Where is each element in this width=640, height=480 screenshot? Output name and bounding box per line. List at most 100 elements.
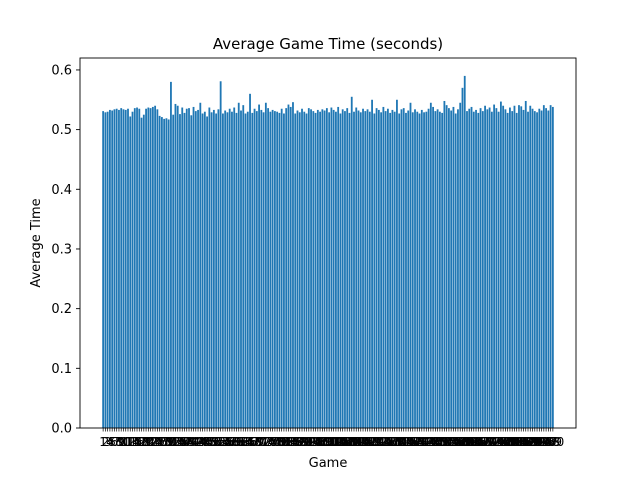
bar bbox=[364, 111, 367, 429]
x-tick-label: 61 bbox=[231, 435, 246, 449]
bar bbox=[249, 93, 251, 428]
bar bbox=[129, 116, 132, 428]
x-tick-label: 65 bbox=[240, 435, 255, 449]
bar bbox=[237, 102, 240, 428]
y-tick-label: 0.0 bbox=[51, 422, 72, 437]
x-tick-label: 59 bbox=[227, 435, 242, 449]
x-tick-label: 52 bbox=[211, 435, 226, 449]
x-tick-label: 166 bbox=[465, 435, 488, 449]
y-tick-label: 0.2 bbox=[51, 302, 72, 317]
bar bbox=[301, 108, 303, 428]
bar bbox=[477, 112, 480, 429]
x-tick-label: 32 bbox=[166, 435, 181, 449]
x-tick-label: 91 bbox=[299, 435, 314, 449]
y-tick-label: 0.5 bbox=[51, 123, 72, 138]
x-tick-label: 197 bbox=[535, 435, 558, 449]
bar bbox=[427, 108, 430, 428]
x-tick-label: 180 bbox=[496, 435, 519, 449]
x-tick-label: 88 bbox=[292, 435, 307, 449]
x-tick-label: 46 bbox=[197, 435, 212, 449]
bar bbox=[283, 113, 285, 428]
bar bbox=[434, 111, 437, 429]
x-tick-label: 145 bbox=[417, 435, 440, 449]
x-tick-label: 156 bbox=[442, 435, 465, 449]
x-tick-label: 55 bbox=[218, 435, 233, 449]
x-tick-label: 18 bbox=[134, 435, 149, 449]
x-tick-label: 85 bbox=[285, 435, 300, 449]
x-tick-label: 94 bbox=[306, 435, 321, 449]
x-tick-label: 6 bbox=[111, 435, 119, 449]
bar bbox=[316, 109, 319, 429]
x-tick-label: 147 bbox=[422, 435, 445, 449]
bar bbox=[208, 107, 211, 428]
x-tick-label: 68 bbox=[247, 435, 262, 449]
x-tick-label: 97 bbox=[312, 435, 327, 449]
x-tick-label: 16 bbox=[129, 435, 144, 449]
bar bbox=[246, 111, 249, 429]
bar bbox=[133, 108, 136, 428]
bar bbox=[380, 112, 383, 428]
x-tick-label: 47 bbox=[199, 435, 214, 449]
bar bbox=[280, 108, 283, 428]
bar bbox=[131, 111, 134, 429]
x-tick-label: 132 bbox=[388, 435, 411, 449]
x-tick-label: 115 bbox=[349, 435, 372, 449]
bar bbox=[362, 108, 364, 428]
x-tick-label: 8 bbox=[115, 435, 123, 449]
bar bbox=[472, 111, 475, 429]
x-tick-label: 89 bbox=[294, 435, 309, 449]
bar bbox=[183, 112, 186, 429]
x-tick-label: 9 bbox=[117, 435, 125, 449]
x-tick-label: 60 bbox=[229, 435, 244, 449]
bar bbox=[151, 106, 154, 428]
x-tick-label: 84 bbox=[283, 435, 298, 449]
bar bbox=[466, 111, 468, 429]
x-tick-label: 24 bbox=[147, 435, 162, 449]
bar bbox=[158, 115, 161, 428]
x-tick-label: 1 bbox=[99, 435, 107, 449]
x-tick-label: 45 bbox=[195, 435, 210, 449]
bar bbox=[368, 111, 371, 429]
bar bbox=[210, 112, 213, 428]
x-tick-label: 135 bbox=[395, 435, 418, 449]
x-tick-label: 177 bbox=[489, 435, 512, 449]
x-tick-label: 128 bbox=[379, 435, 402, 449]
bar bbox=[292, 102, 294, 428]
bar bbox=[219, 81, 222, 429]
x-tick-label: 118 bbox=[356, 435, 379, 449]
bar bbox=[273, 111, 276, 429]
bar bbox=[438, 111, 441, 429]
bar bbox=[391, 109, 394, 429]
bar bbox=[226, 112, 229, 428]
x-tick-label: 81 bbox=[276, 435, 291, 449]
bar bbox=[260, 109, 263, 429]
x-tick-label: 82 bbox=[279, 435, 294, 449]
bar bbox=[138, 108, 141, 428]
x-tick-label: 150 bbox=[428, 435, 451, 449]
x-tick-label: 117 bbox=[354, 435, 377, 449]
x-tick-label: 86 bbox=[288, 435, 303, 449]
bar bbox=[382, 106, 385, 428]
x-tick-label: 48 bbox=[202, 435, 217, 449]
x-tick-label: 92 bbox=[301, 435, 316, 449]
x-tick-label: 10 bbox=[116, 435, 131, 449]
x-tick-label: 149 bbox=[426, 435, 449, 449]
x-tick-label: 127 bbox=[376, 435, 399, 449]
x-tick-label: 7 bbox=[113, 435, 121, 449]
bar bbox=[109, 109, 111, 429]
bar bbox=[222, 113, 224, 428]
x-tick-label: 53 bbox=[213, 435, 228, 449]
bar bbox=[506, 112, 509, 429]
x-tick-label: 139 bbox=[404, 435, 427, 449]
x-tick-label: 194 bbox=[528, 435, 551, 449]
bar bbox=[497, 111, 500, 429]
x-tick-label: 138 bbox=[401, 435, 424, 449]
x-tick-label: 182 bbox=[501, 435, 524, 449]
bar bbox=[192, 106, 195, 428]
bar bbox=[319, 111, 321, 429]
x-tick-label: 195 bbox=[530, 435, 553, 449]
bar bbox=[518, 105, 520, 429]
bar bbox=[443, 100, 446, 428]
bar bbox=[486, 109, 489, 428]
